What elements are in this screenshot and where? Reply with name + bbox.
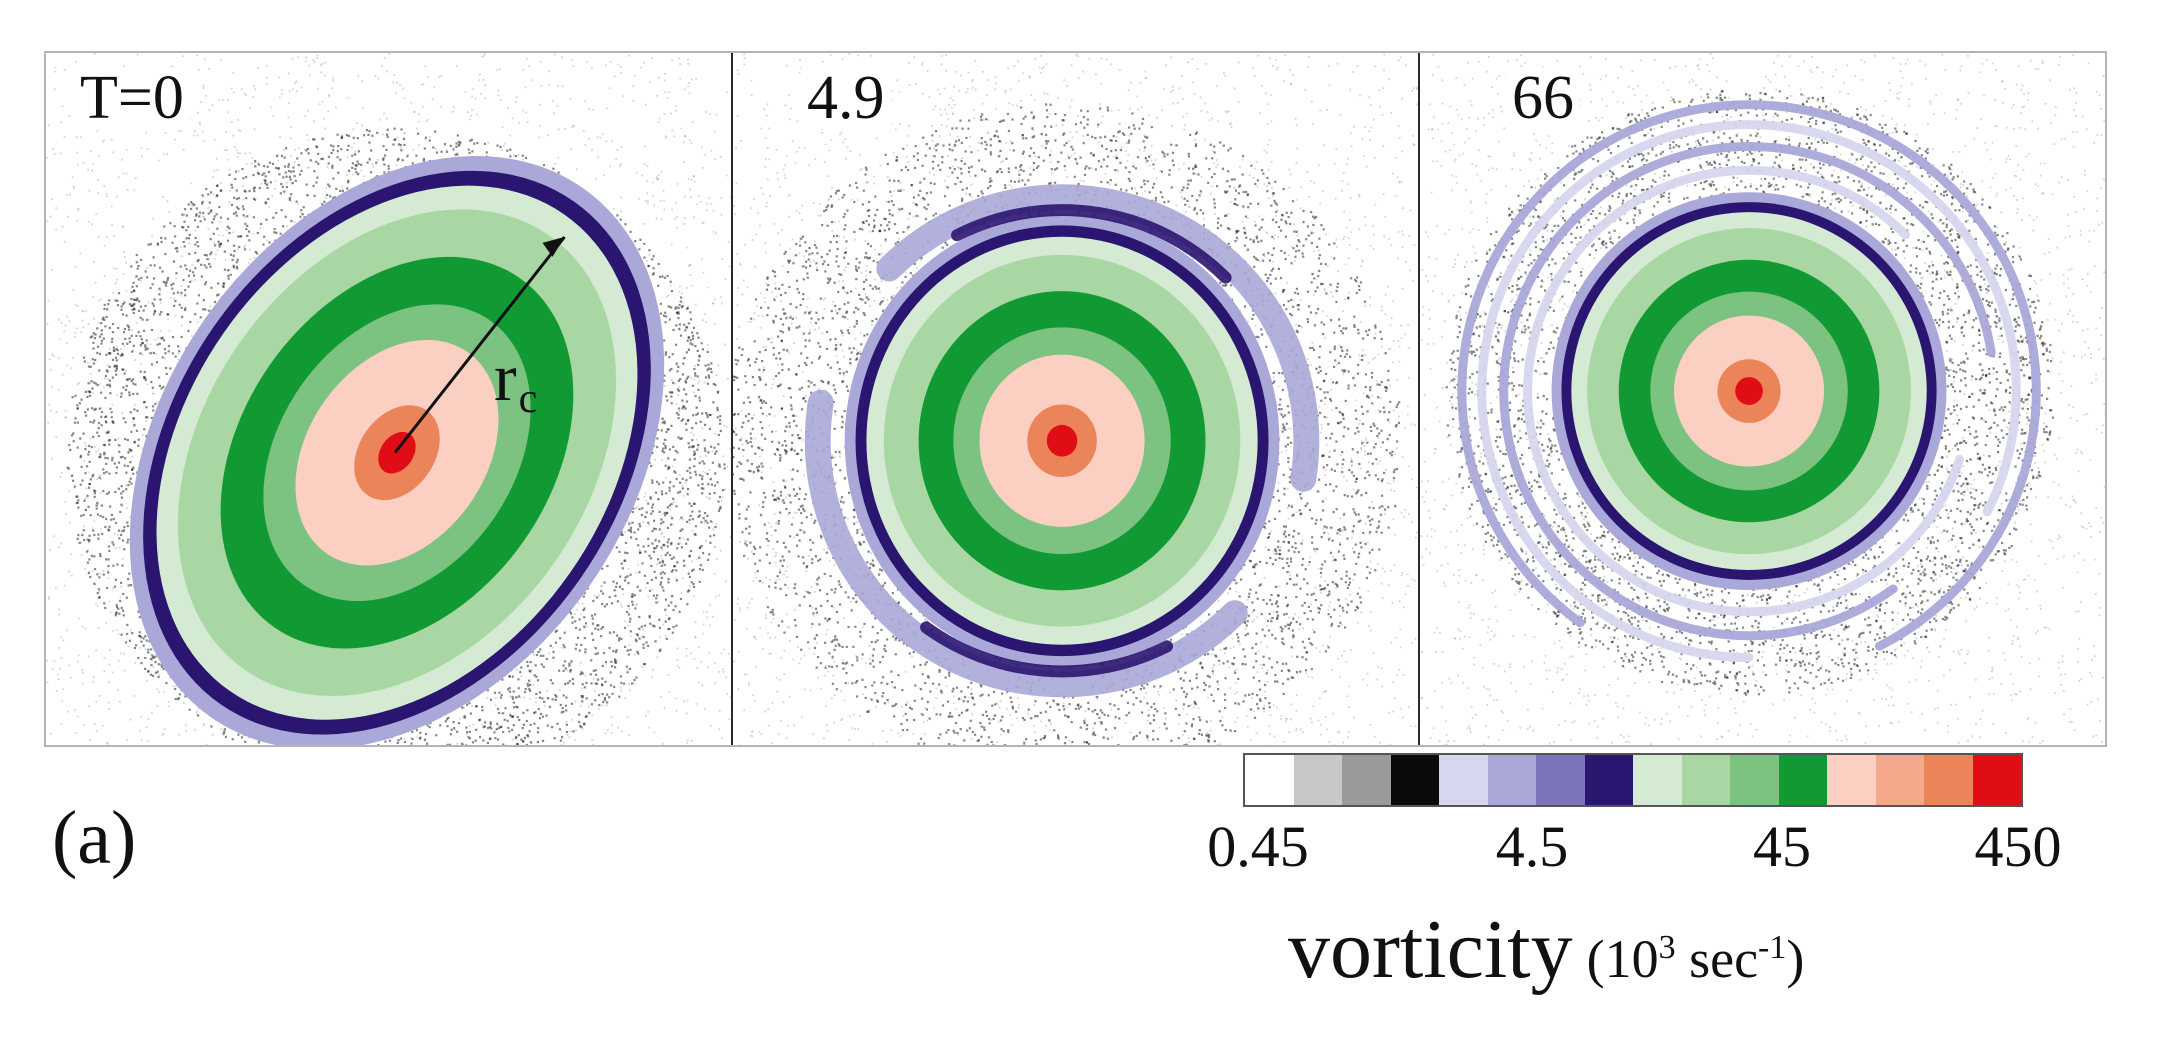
colorbar-tick: 45 (1753, 814, 1811, 879)
colorbar-tick: 0.45 (1207, 814, 1309, 879)
figure-label: (a) (52, 796, 137, 880)
colorbar-swatch (1584, 755, 1633, 805)
colorbar-swatch (1875, 755, 1924, 805)
vorticity-map-t66 (1420, 53, 2105, 745)
colorbar-swatch (1390, 755, 1439, 805)
colorbar-title-text: vorticity (1288, 903, 1573, 996)
colorbar-title: vorticity (103 sec-1) (1288, 908, 1804, 992)
colorbar-swatch (1439, 755, 1488, 805)
colorbar-swatch (1972, 755, 2021, 805)
colorbar-swatch (1827, 755, 1876, 805)
vorticity-map-t0 (46, 53, 731, 745)
colorbar (1243, 753, 2023, 807)
colorbar-tick: 450 (1974, 814, 2062, 879)
colorbar-tick: 4.5 (1495, 814, 1569, 879)
vortex-panels: T=0 rc 4.9 66 (44, 51, 2107, 747)
panel-t0: T=0 rc (46, 53, 731, 745)
colorbar-swatch (1778, 755, 1827, 805)
core-radius-label: rc (494, 339, 538, 422)
panel-t4-9: 4.9 (731, 53, 1418, 745)
colorbar-swatch (1245, 755, 1294, 805)
time-label: T=0 (74, 67, 190, 129)
colorbar-swatch (1342, 755, 1391, 805)
time-label: 4.9 (801, 67, 891, 129)
colorbar-swatch (1536, 755, 1585, 805)
colorbar-swatch (1681, 755, 1730, 805)
colorbar-swatch (1924, 755, 1973, 805)
colorbar-swatch (1633, 755, 1682, 805)
panel-t66: 66 (1418, 53, 2105, 745)
colorbar-unit: (103 sec-1) (1586, 929, 1805, 989)
colorbar-swatch (1730, 755, 1779, 805)
vorticity-map-t4-9 (733, 53, 1418, 745)
time-label: 66 (1506, 67, 1580, 129)
colorbar-swatch (1487, 755, 1536, 805)
colorbar-swatch (1293, 755, 1342, 805)
